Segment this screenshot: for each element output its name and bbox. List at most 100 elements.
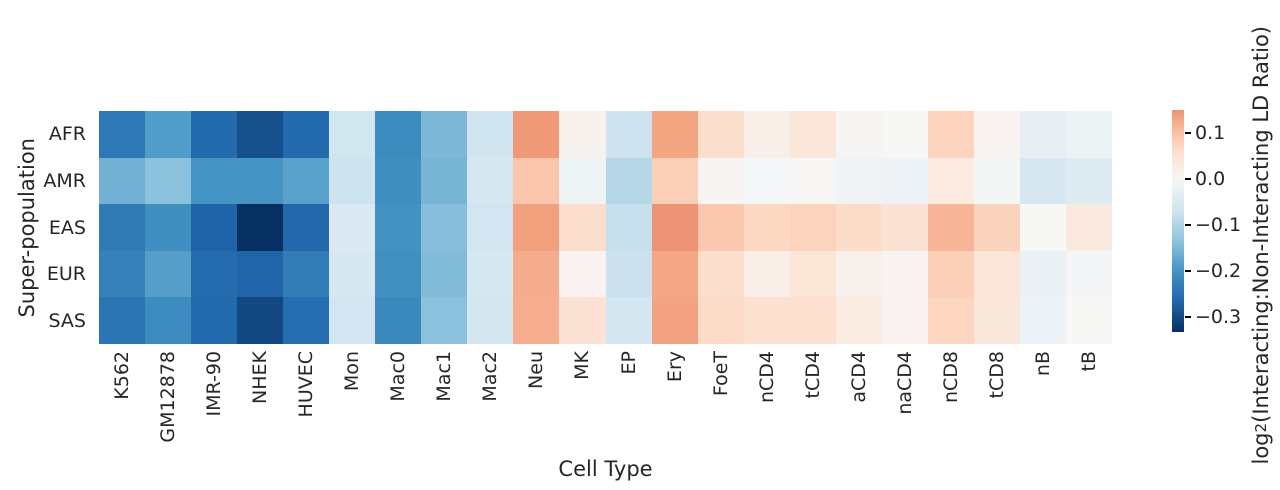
x-axis-title: Cell Type <box>558 457 653 481</box>
colorbar-tick-label: −0.1 <box>1195 213 1242 236</box>
heatmap-cell <box>605 111 653 159</box>
heatmap-cell <box>329 204 376 252</box>
heatmap-cell <box>559 250 606 298</box>
heatmap-cell <box>789 111 837 159</box>
heatmap-cell <box>835 297 883 345</box>
y-tick-label: EAS <box>48 216 86 239</box>
colorbar-tick-label: −0.2 <box>1195 259 1242 282</box>
heatmap-cell <box>697 111 745 159</box>
heatmap-cell <box>375 250 422 298</box>
x-tick-label: tB <box>1077 351 1100 372</box>
x-tick-label: Mac1 <box>433 351 456 402</box>
heatmap-cell <box>651 204 699 252</box>
heatmap-cell <box>99 111 146 159</box>
x-tick-label: GM12878 <box>157 351 180 443</box>
heatmap-cell <box>375 204 422 252</box>
colorbar-tick <box>1185 315 1191 318</box>
heatmap-cell <box>237 111 284 159</box>
heatmap-cell <box>559 204 606 252</box>
heatmap-cell <box>421 157 468 205</box>
heatmap-cell <box>145 204 192 252</box>
heatmap-cell <box>329 157 376 205</box>
heatmap-cell <box>191 111 238 159</box>
heatmap-cell <box>1065 157 1113 205</box>
heatmap-cell <box>329 250 376 298</box>
heatmap-cell <box>1065 111 1113 159</box>
heatmap-cell <box>789 297 837 345</box>
heatmap-cell <box>375 157 422 205</box>
heatmap-grid <box>99 111 1113 345</box>
heatmap-cell <box>743 204 791 252</box>
x-tick-label: naCD4 <box>893 351 916 415</box>
x-tick-label: nCD4 <box>755 351 778 404</box>
x-tick-label: K562 <box>111 351 134 400</box>
heatmap-cell <box>99 250 146 298</box>
heatmap-cell <box>927 111 975 159</box>
heatmap-cell <box>513 297 560 345</box>
x-tick-label: Mon <box>341 351 364 392</box>
heatmap-cell <box>99 297 146 345</box>
heatmap-cell <box>375 297 422 345</box>
heatmap-cell <box>697 204 745 252</box>
heatmap-cell <box>835 250 883 298</box>
heatmap-cell <box>513 250 560 298</box>
heatmap-cell <box>421 111 468 159</box>
heatmap-cell <box>145 297 192 345</box>
heatmap-cell <box>743 111 791 159</box>
colorbar-label-suffix: (Interacting:Non-Interacting LD Ratio) <box>1249 25 1273 423</box>
heatmap-cell <box>559 297 606 345</box>
x-tick-label: EP <box>617 351 640 375</box>
heatmap-cell <box>237 157 284 205</box>
heatmap-cell <box>467 157 514 205</box>
heatmap-cell <box>973 297 1021 345</box>
heatmap-cell <box>559 157 606 205</box>
heatmap-cell <box>1019 157 1067 205</box>
heatmap-cell <box>145 157 192 205</box>
heatmap-cell <box>881 204 929 252</box>
heatmap-cell <box>513 157 560 205</box>
heatmap-cell <box>605 157 653 205</box>
heatmap-cell <box>881 297 929 345</box>
y-tick-label: SAS <box>48 309 86 332</box>
x-tick-label: IMR-90 <box>203 351 226 417</box>
x-tick-label: HUVEC <box>295 351 318 418</box>
heatmap-cell <box>329 297 376 345</box>
x-tick-label: nCD8 <box>939 351 962 404</box>
heatmap-cell <box>835 204 883 252</box>
heatmap-cell <box>375 111 422 159</box>
colorbar-tick <box>1185 131 1191 134</box>
heatmap-cell <box>329 111 376 159</box>
heatmap-cell <box>789 204 837 252</box>
x-tick-label: nB <box>1031 351 1054 377</box>
heatmap-cell <box>881 157 929 205</box>
heatmap-cell <box>421 297 468 345</box>
colorbar-label-prefix: log <box>1249 432 1273 465</box>
colorbar-tick <box>1185 177 1191 180</box>
colorbar-label-wrap: log2(Interacting:Non-Interacting LD Rati… <box>1242 0 1280 490</box>
heatmap-cell <box>191 297 238 345</box>
heatmap-cell <box>99 204 146 252</box>
heatmap-cell <box>697 157 745 205</box>
heatmap-cell <box>421 204 468 252</box>
heatmap-cell <box>513 204 560 252</box>
colorbar-label: log2(Interacting:Non-Interacting LD Rati… <box>1249 26 1273 465</box>
heatmap-cell <box>191 204 238 252</box>
heatmap-cell <box>513 111 560 159</box>
heatmap-cell <box>467 297 514 345</box>
x-tick-label: MK <box>571 351 594 380</box>
heatmap-cell <box>743 297 791 345</box>
heatmap-cell <box>697 297 745 345</box>
colorbar <box>1172 110 1184 332</box>
x-tick-label: NHEK <box>249 351 272 404</box>
heatmap-cell <box>1019 250 1067 298</box>
colorbar-tick-label: 0.0 <box>1195 167 1226 190</box>
heatmap-cell <box>283 297 330 345</box>
heatmap-cell <box>651 111 699 159</box>
x-tick-label: Mac2 <box>479 351 502 402</box>
heatmap-cell <box>605 204 653 252</box>
heatmap-cell <box>99 157 146 205</box>
x-tick-label: tCD4 <box>801 351 824 399</box>
heatmap-cell <box>973 204 1021 252</box>
heatmap-cell <box>467 204 514 252</box>
